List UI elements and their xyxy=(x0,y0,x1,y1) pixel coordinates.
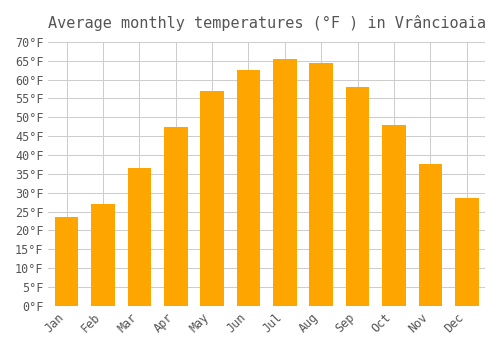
Bar xyxy=(310,63,333,306)
Bar xyxy=(236,70,260,306)
Title: Average monthly temperatures (°F ) in Vrâncioaia: Average monthly temperatures (°F ) in Vr… xyxy=(48,15,486,31)
Bar xyxy=(91,204,115,306)
Bar xyxy=(273,59,296,306)
Bar xyxy=(455,198,478,306)
Bar xyxy=(54,217,78,306)
Bar xyxy=(164,127,188,306)
Bar xyxy=(418,164,442,306)
Bar xyxy=(200,91,224,306)
Bar xyxy=(382,125,406,306)
Bar xyxy=(346,87,370,306)
Bar xyxy=(128,168,151,306)
